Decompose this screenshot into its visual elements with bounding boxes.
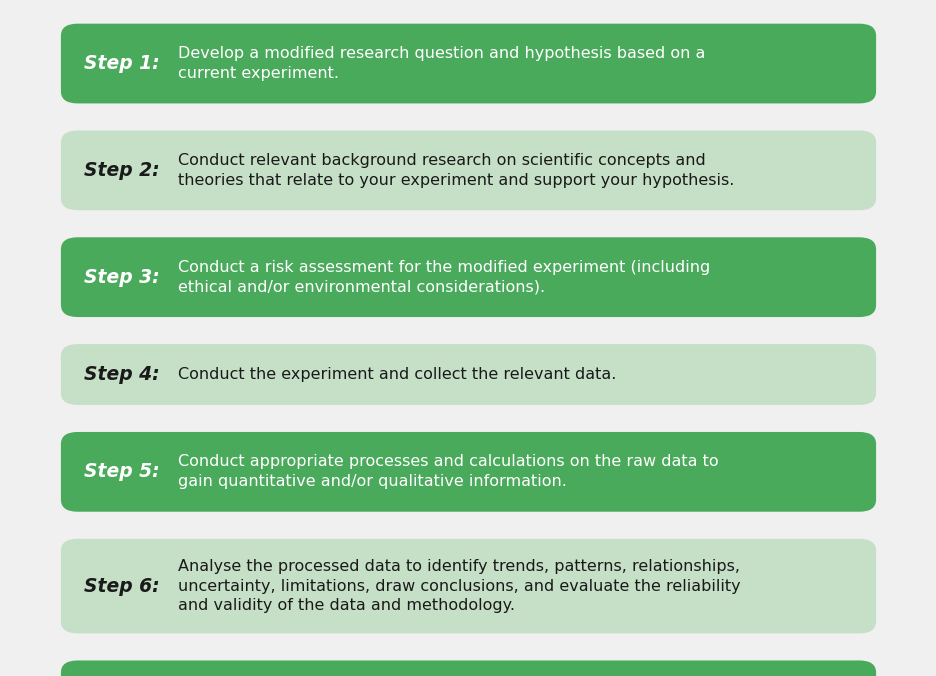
- Text: Analyse the processed data to identify trends, patterns, relationships,
uncertai: Analyse the processed data to identify t…: [178, 559, 739, 613]
- FancyBboxPatch shape: [61, 432, 875, 512]
- FancyBboxPatch shape: [61, 237, 875, 317]
- Text: Conduct relevant background research on scientific concepts and
theories that re: Conduct relevant background research on …: [178, 153, 734, 188]
- FancyBboxPatch shape: [61, 539, 875, 633]
- FancyBboxPatch shape: [61, 130, 875, 210]
- FancyBboxPatch shape: [61, 24, 875, 103]
- Text: Conduct the experiment and collect the relevant data.: Conduct the experiment and collect the r…: [178, 367, 616, 382]
- FancyBboxPatch shape: [61, 344, 875, 405]
- Text: Step 6:: Step 6:: [84, 577, 160, 596]
- Text: Conduct a risk assessment for the modified experiment (including
ethical and/or : Conduct a risk assessment for the modifi…: [178, 260, 709, 295]
- Text: Develop a modified research question and hypothesis based on a
current experimen: Develop a modified research question and…: [178, 46, 705, 81]
- Text: Step 5:: Step 5:: [84, 462, 160, 481]
- Text: Conduct appropriate processes and calculations on the raw data to
gain quantitat: Conduct appropriate processes and calcul…: [178, 454, 718, 489]
- Text: Step 1:: Step 1:: [84, 54, 160, 73]
- Text: Step 2:: Step 2:: [84, 161, 160, 180]
- FancyBboxPatch shape: [61, 660, 875, 676]
- Text: Step 4:: Step 4:: [84, 365, 160, 384]
- Text: Step 3:: Step 3:: [84, 268, 160, 287]
